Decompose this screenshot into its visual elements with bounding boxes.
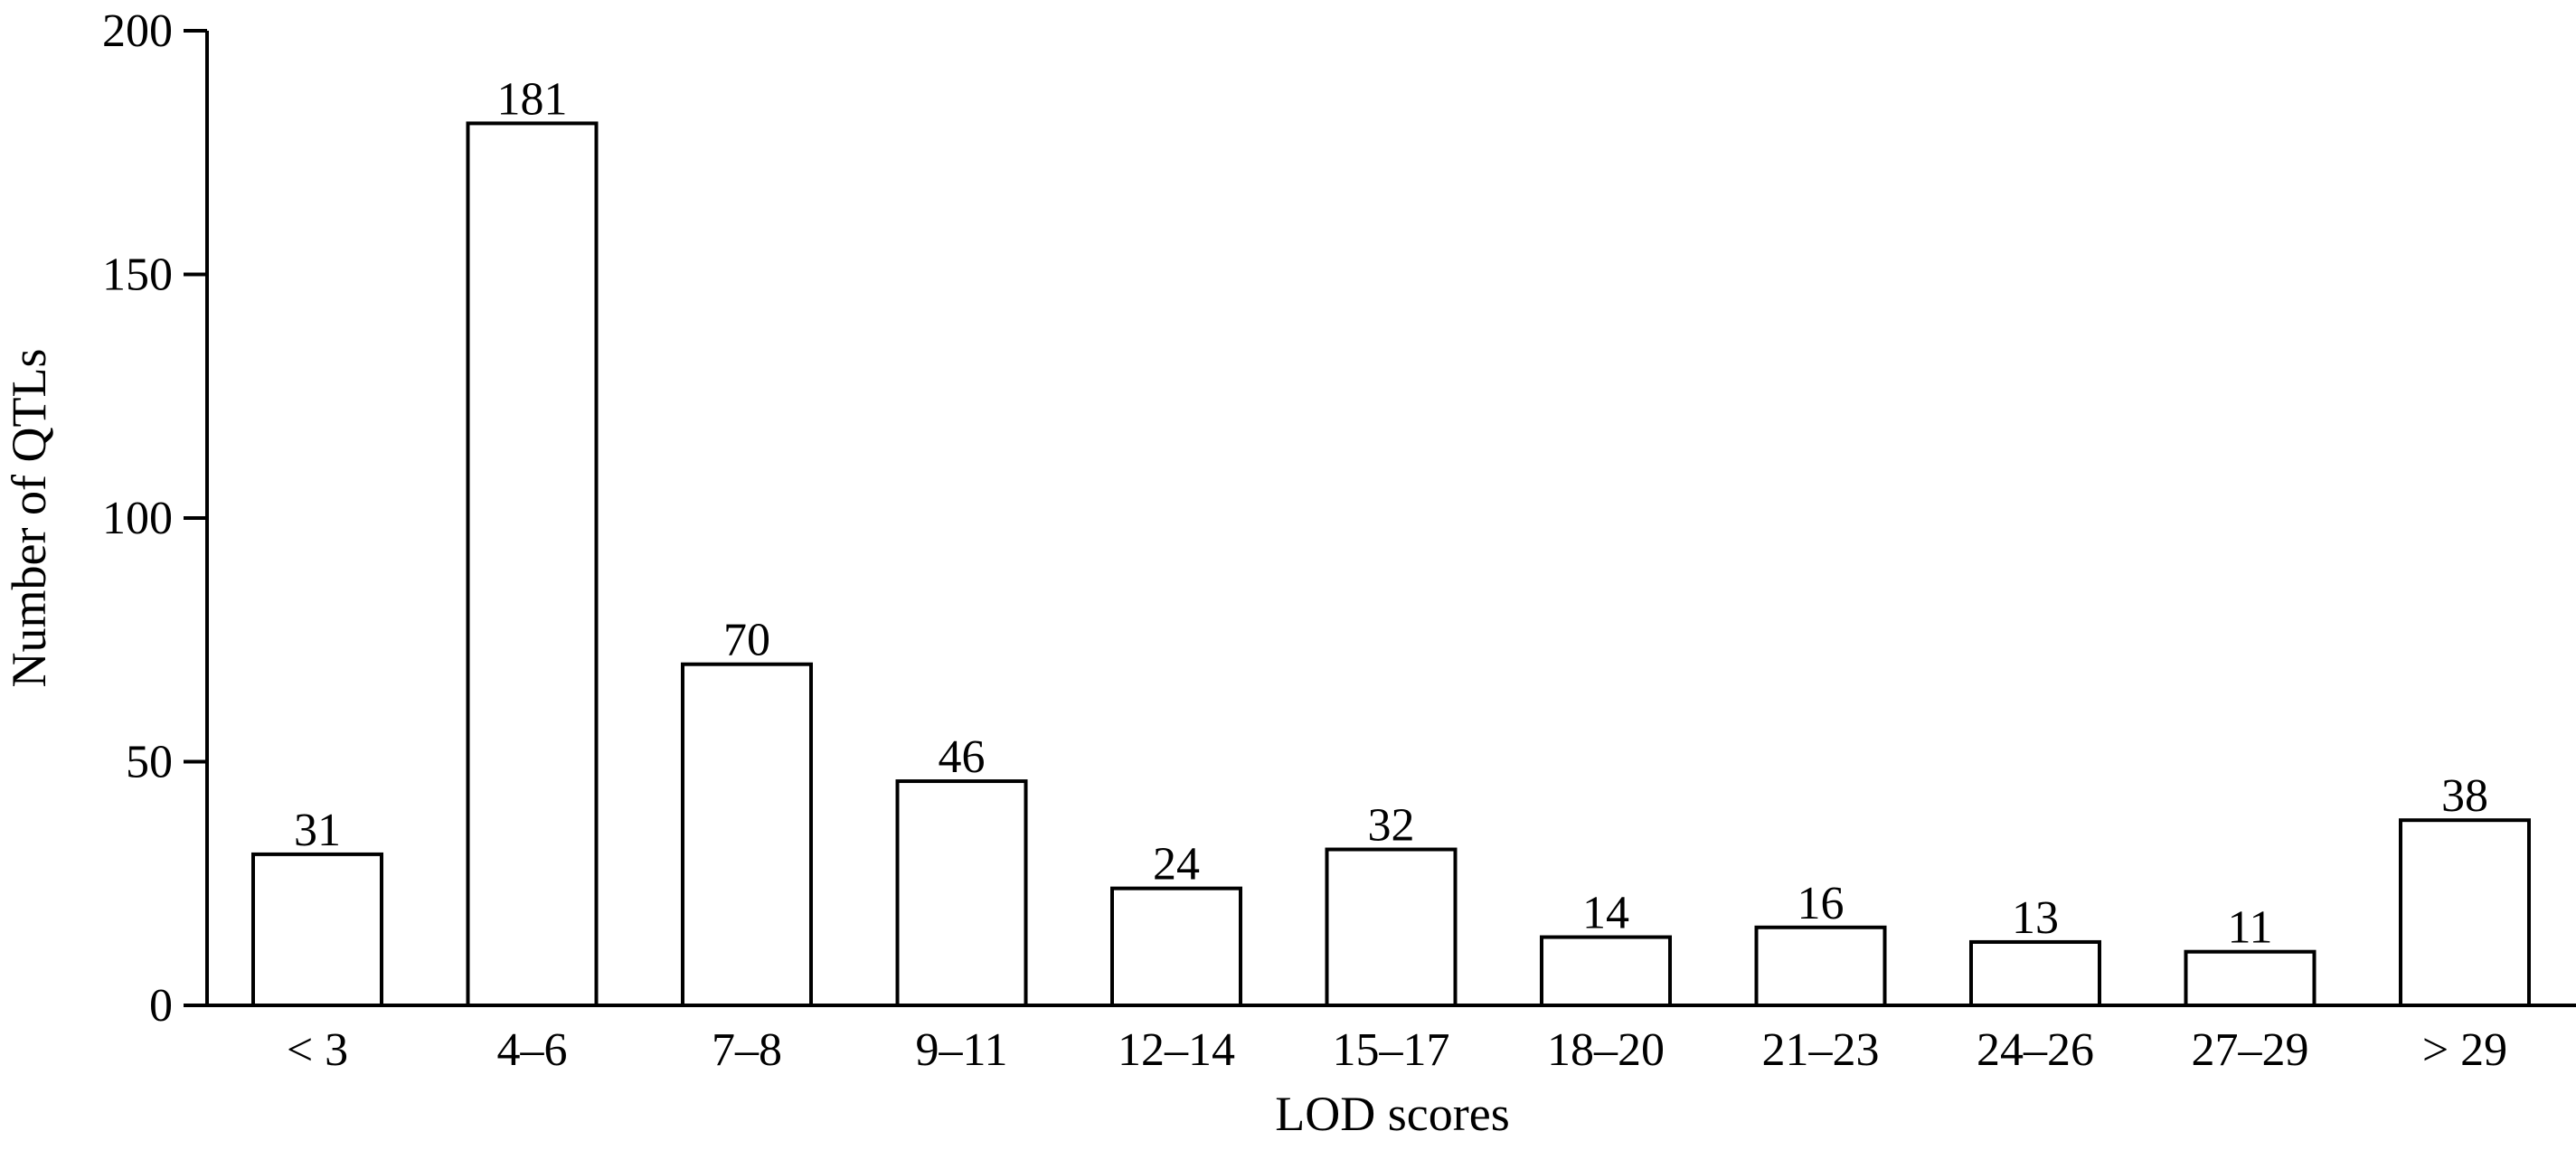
bar (1969, 939, 2101, 1008)
x-axis-title: LOD scores (1275, 1087, 1509, 1141)
bar (681, 662, 813, 1007)
bar (1110, 886, 1242, 1008)
x-category-label: < 3 (287, 1024, 348, 1076)
bars: 31 181 70 46 24 32 14 16 13 11 38 (251, 73, 2531, 1008)
bar (2184, 949, 2317, 1007)
bar (466, 121, 599, 1008)
y-tick-label: 200 (102, 5, 173, 57)
x-category-label: 27–29 (2192, 1024, 2309, 1076)
x-category-label: 9–11 (915, 1024, 1007, 1076)
y-tick-label: 150 (102, 250, 173, 301)
x-axis-category-labels: < 3 4–6 7–8 9–11 12–14 15–17 18–20 21–23 24–26 27… (287, 1024, 2507, 1076)
bar-data-label: 32 (1368, 800, 1415, 852)
bar-data-label: 11 (2227, 902, 2272, 954)
bar-data-label: 16 (1798, 878, 1845, 929)
x-category-label: 12–14 (1118, 1024, 1235, 1076)
y-axis-ticks: 0 50 100 150 200 (102, 5, 207, 1032)
x-category-label: 21–23 (1762, 1024, 1880, 1076)
bar-data-label: 13 (2012, 892, 2059, 944)
x-category-label: 24–26 (1977, 1024, 2094, 1076)
bar (2399, 818, 2531, 1007)
bar (251, 852, 383, 1007)
bar (1754, 925, 1887, 1008)
x-category-label: 4–6 (497, 1024, 568, 1076)
y-tick-label: 100 (102, 493, 173, 544)
x-category-label: 15–17 (1333, 1024, 1450, 1076)
y-tick-label: 50 (126, 737, 173, 788)
bar-data-label: 24 (1153, 839, 1200, 891)
bar-data-label: 70 (723, 615, 770, 666)
x-category-label: 7–8 (712, 1024, 782, 1076)
bar (1325, 847, 1458, 1008)
bar-data-label: 38 (2441, 770, 2488, 822)
bar (895, 779, 1028, 1007)
bar-data-label: 14 (1582, 888, 1629, 939)
y-tick-label: 0 (149, 980, 173, 1032)
x-category-label: 18–20 (1547, 1024, 1665, 1076)
x-category-label: > 29 (2422, 1024, 2507, 1076)
bar-data-label: 46 (939, 731, 986, 783)
y-axis-title: Number of QTLs (2, 349, 56, 688)
bar-data-label: 31 (294, 805, 341, 856)
bar-data-label: 181 (497, 73, 568, 125)
bar (1540, 935, 1672, 1008)
